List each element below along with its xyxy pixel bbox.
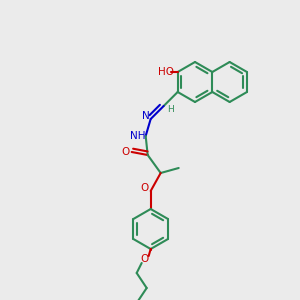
Text: H: H xyxy=(167,106,174,115)
Text: NH: NH xyxy=(130,131,146,141)
Text: HO: HO xyxy=(158,67,174,77)
Text: N: N xyxy=(142,111,150,121)
Text: O: O xyxy=(122,147,130,157)
Text: O: O xyxy=(141,254,149,264)
Text: O: O xyxy=(141,183,149,193)
